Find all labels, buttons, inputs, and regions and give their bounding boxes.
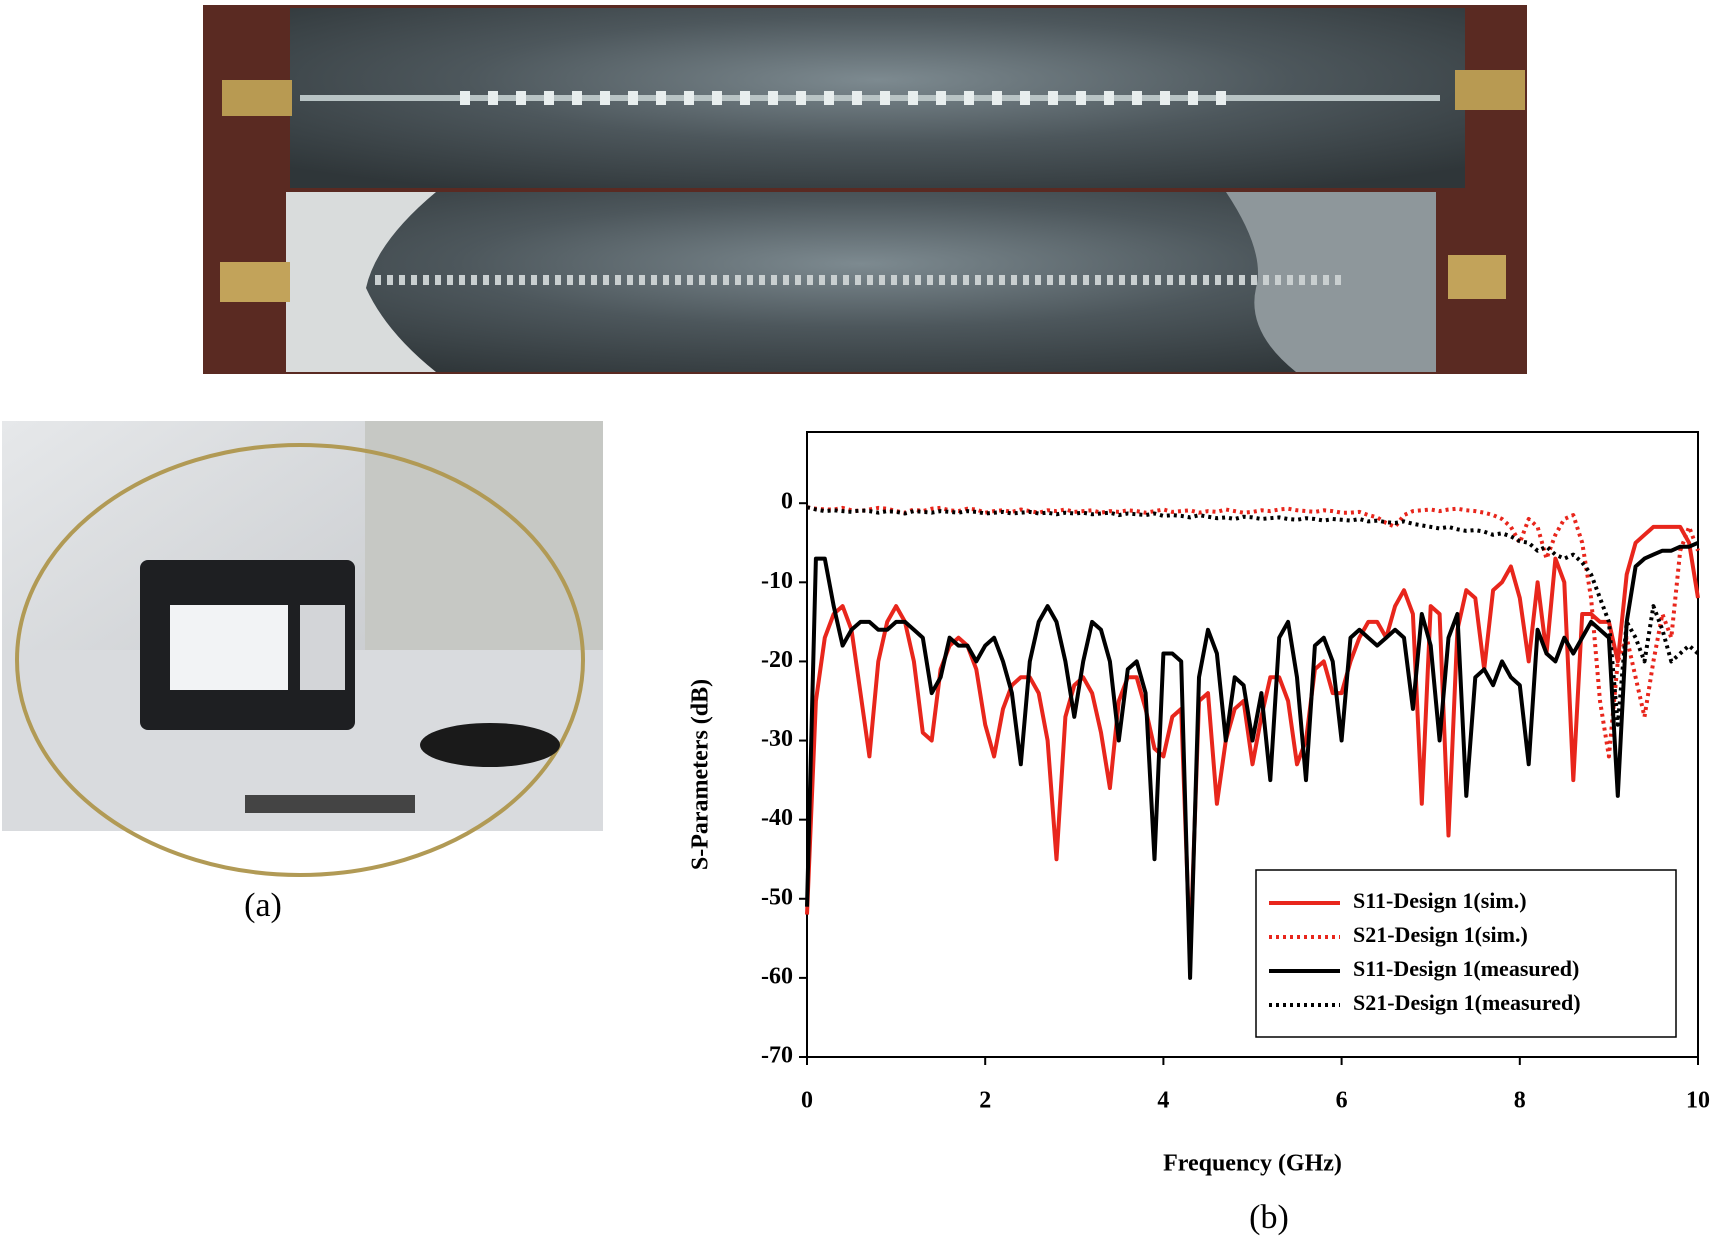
legend-label: S11-Design 1(measured) [1353,956,1579,981]
y-tick-label: 0 [781,489,793,515]
y-tick-label: -50 [761,884,793,910]
x-tick-label: 8 [1514,1088,1526,1114]
y-tick-label: -10 [761,568,793,594]
y-axis-label: S-Parameters (dB) [688,679,714,870]
legend-label: S21-Design 1(sim.) [1353,922,1528,947]
y-tick-label: -40 [761,805,793,831]
x-tick-label: 0 [801,1088,813,1114]
chart: 0 -10 -20 -30 -40 -50 -60 -70 0 2 4 6 8 10 Frequency (… [688,431,1710,1177]
y-tick-label: -70 [761,1043,793,1069]
plot-area [806,431,1699,1058]
board-photo [203,5,1527,374]
x-tick-label: 10 [1686,1088,1710,1114]
setup-photo [2,421,603,877]
y-tick-label: -20 [761,647,793,673]
caption-a: (a) [244,887,282,924]
x-tick-label: 6 [1336,1088,1348,1114]
caption-b: (b) [1249,1199,1289,1236]
x-tick-label: 2 [979,1088,991,1114]
y-tick-label: -30 [761,726,793,752]
series-line [806,505,1700,759]
y-tick-label: -60 [761,963,793,989]
legend-label: S11-Design 1(sim.) [1353,888,1527,913]
series-line [805,540,1699,980]
x-tick-label: 4 [1157,1088,1169,1114]
series-line [806,505,1700,727]
legend-box [1255,869,1677,1038]
x-axis-label: Frequency (GHz) [1163,1151,1342,1177]
legend-label: S21-Design 1(measured) [1353,990,1581,1015]
